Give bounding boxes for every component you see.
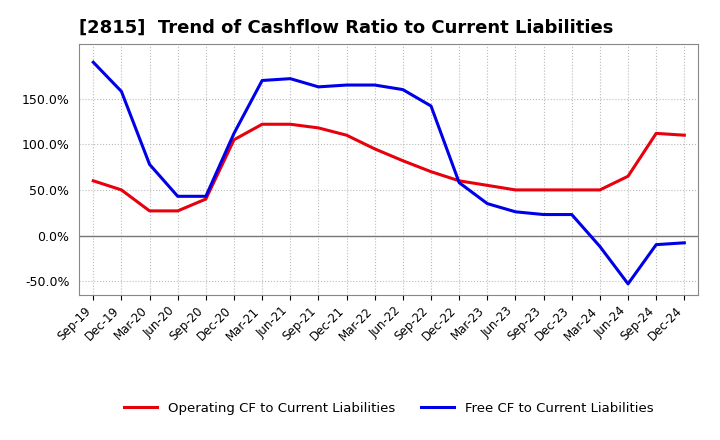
Free CF to Current Liabilities: [511, 209, 520, 214]
Free CF to Current Liabilities: [145, 162, 154, 167]
Operating CF to Current Liabilities: [567, 187, 576, 193]
Operating CF to Current Liabilities: [117, 187, 126, 193]
Operating CF to Current Liabilities: [511, 187, 520, 193]
Operating CF to Current Liabilities: [174, 208, 182, 213]
Free CF to Current Liabilities: [202, 194, 210, 199]
Free CF to Current Liabilities: [455, 180, 464, 185]
Free CF to Current Liabilities: [483, 201, 492, 206]
Free CF to Current Liabilities: [567, 212, 576, 217]
Text: [2815]  Trend of Cashflow Ratio to Current Liabilities: [2815] Trend of Cashflow Ratio to Curren…: [79, 19, 613, 37]
Free CF to Current Liabilities: [89, 59, 98, 65]
Operating CF to Current Liabilities: [286, 121, 294, 127]
Free CF to Current Liabilities: [399, 87, 408, 92]
Free CF to Current Liabilities: [314, 84, 323, 89]
Operating CF to Current Liabilities: [314, 125, 323, 131]
Free CF to Current Liabilities: [595, 244, 604, 249]
Operating CF to Current Liabilities: [342, 132, 351, 138]
Line: Operating CF to Current Liabilities: Operating CF to Current Liabilities: [94, 124, 684, 211]
Operating CF to Current Liabilities: [399, 158, 408, 163]
Operating CF to Current Liabilities: [624, 174, 632, 179]
Free CF to Current Liabilities: [286, 76, 294, 81]
Operating CF to Current Liabilities: [202, 196, 210, 202]
Free CF to Current Liabilities: [539, 212, 548, 217]
Free CF to Current Liabilities: [117, 89, 126, 94]
Operating CF to Current Liabilities: [595, 187, 604, 193]
Free CF to Current Liabilities: [680, 240, 688, 246]
Operating CF to Current Liabilities: [230, 137, 238, 143]
Free CF to Current Liabilities: [427, 103, 436, 109]
Free CF to Current Liabilities: [624, 281, 632, 286]
Free CF to Current Liabilities: [370, 82, 379, 88]
Operating CF to Current Liabilities: [680, 132, 688, 138]
Operating CF to Current Liabilities: [455, 178, 464, 183]
Free CF to Current Liabilities: [258, 78, 266, 83]
Line: Free CF to Current Liabilities: Free CF to Current Liabilities: [94, 62, 684, 284]
Legend: Operating CF to Current Liabilities, Free CF to Current Liabilities: Operating CF to Current Liabilities, Fre…: [119, 397, 659, 421]
Operating CF to Current Liabilities: [258, 121, 266, 127]
Operating CF to Current Liabilities: [539, 187, 548, 193]
Free CF to Current Liabilities: [174, 194, 182, 199]
Operating CF to Current Liabilities: [89, 178, 98, 183]
Operating CF to Current Liabilities: [427, 169, 436, 174]
Free CF to Current Liabilities: [342, 82, 351, 88]
Operating CF to Current Liabilities: [145, 208, 154, 213]
Operating CF to Current Liabilities: [370, 146, 379, 151]
Operating CF to Current Liabilities: [652, 131, 660, 136]
Free CF to Current Liabilities: [230, 131, 238, 136]
Free CF to Current Liabilities: [652, 242, 660, 247]
Operating CF to Current Liabilities: [483, 183, 492, 188]
